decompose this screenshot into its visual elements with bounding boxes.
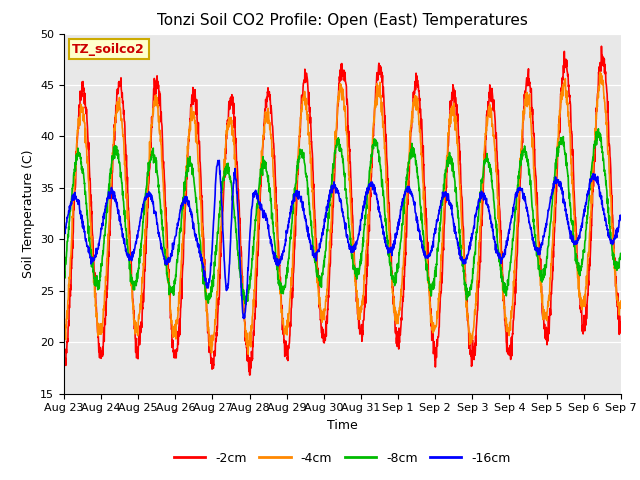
- -2cm: [60, 352, 68, 358]
- -8cm: [60, 276, 68, 281]
- -4cm: [371, 102, 379, 108]
- -2cm: [617, 330, 625, 336]
- -16cm: [216, 163, 223, 169]
- -4cm: [244, 351, 252, 357]
- -8cm: [242, 302, 250, 308]
- -16cm: [60, 233, 68, 239]
- -4cm: [359, 296, 367, 301]
- -16cm: [568, 235, 576, 240]
- -8cm: [595, 126, 602, 132]
- -2cm: [246, 372, 253, 378]
- Line: -2cm: -2cm: [64, 46, 621, 375]
- -4cm: [584, 269, 591, 275]
- -2cm: [371, 104, 379, 110]
- Line: -4cm: -4cm: [64, 72, 621, 354]
- -4cm: [568, 169, 575, 175]
- -8cm: [371, 140, 379, 146]
- -8cm: [584, 216, 591, 222]
- -2cm: [598, 43, 605, 49]
- -2cm: [216, 295, 223, 300]
- -2cm: [568, 131, 575, 136]
- Y-axis label: Soil Temperature (C): Soil Temperature (C): [22, 149, 35, 278]
- Line: -16cm: -16cm: [64, 160, 621, 318]
- -16cm: [505, 229, 513, 235]
- -2cm: [359, 328, 367, 334]
- -16cm: [216, 157, 223, 163]
- -8cm: [617, 251, 625, 256]
- -16cm: [617, 214, 625, 220]
- -16cm: [359, 204, 367, 209]
- -4cm: [60, 334, 68, 340]
- -2cm: [584, 297, 591, 303]
- -4cm: [216, 255, 223, 261]
- -8cm: [504, 282, 512, 288]
- -4cm: [596, 69, 604, 75]
- Legend: -2cm, -4cm, -8cm, -16cm: -2cm, -4cm, -8cm, -16cm: [169, 447, 516, 469]
- Title: Tonzi Soil CO2 Profile: Open (East) Temperatures: Tonzi Soil CO2 Profile: Open (East) Temp…: [157, 13, 528, 28]
- -4cm: [504, 328, 512, 334]
- Line: -8cm: -8cm: [64, 129, 621, 305]
- -8cm: [216, 211, 223, 216]
- -16cm: [584, 192, 591, 198]
- -8cm: [359, 240, 367, 246]
- X-axis label: Time: Time: [327, 419, 358, 432]
- -8cm: [568, 218, 575, 224]
- Text: TZ_soilco2: TZ_soilco2: [72, 43, 145, 56]
- -16cm: [240, 315, 248, 321]
- -16cm: [371, 186, 379, 192]
- -4cm: [617, 298, 625, 304]
- -2cm: [504, 350, 512, 356]
